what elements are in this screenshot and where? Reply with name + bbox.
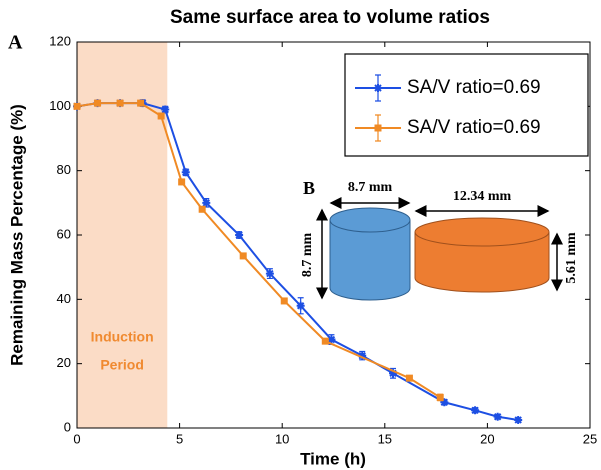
x-tick-label: 20	[480, 431, 494, 446]
y-tick-label: 120	[49, 33, 71, 48]
legend: SA/V ratio=0.69 SA/V ratio=0.69	[355, 74, 541, 142]
marker	[137, 99, 145, 107]
marker	[239, 252, 247, 260]
marker	[73, 102, 81, 110]
series-line	[76, 102, 441, 399]
series	[73, 99, 444, 402]
marker	[202, 198, 211, 207]
y-tick-label: 80	[57, 162, 71, 177]
marker	[514, 415, 523, 424]
x-tick-label: 25	[583, 431, 597, 446]
panel-label: A	[8, 32, 23, 54]
marker	[471, 406, 480, 415]
marker	[181, 168, 190, 177]
marker	[235, 231, 244, 239]
marker	[374, 84, 382, 92]
dimension-label: 12.34 mm	[453, 189, 512, 204]
dimension-label: 8.7 mm	[348, 180, 393, 195]
y-axis-label: Remaining Mass Percentage (%)	[7, 104, 26, 366]
y-tick-label: 100	[49, 98, 71, 113]
marker	[493, 412, 502, 421]
x-tick-label: 10	[275, 431, 289, 446]
x-tick-label: 0	[73, 431, 80, 446]
region-label: Induction	[91, 329, 154, 345]
chart-title: Same surface area to volume ratios	[170, 7, 490, 28]
marker	[265, 269, 274, 278]
marker	[389, 369, 398, 378]
cylinder-top	[329, 207, 411, 233]
marker	[440, 398, 449, 407]
marker	[436, 393, 444, 401]
marker	[374, 124, 382, 132]
cylinder-top	[414, 217, 550, 247]
cylinder-body	[329, 220, 411, 301]
dimension-label: 8.7 mm	[300, 233, 315, 278]
marker	[161, 105, 170, 114]
y-tick-label: 60	[57, 226, 71, 241]
marker	[280, 297, 288, 305]
x-tick-label: 5	[176, 431, 183, 446]
marker	[405, 374, 413, 382]
marker	[296, 301, 305, 310]
legend-box	[344, 53, 589, 157]
marker	[178, 178, 186, 186]
legend-label: SA/V ratio=0.69	[407, 117, 541, 138]
y-tick-label: 20	[57, 355, 71, 370]
legend-label: SA/V ratio=0.69	[407, 77, 541, 98]
cylinder-body	[414, 232, 550, 293]
region-label: Period	[100, 357, 144, 373]
x-axis-label: Time (h)	[300, 449, 366, 468]
inset-label: B	[303, 178, 315, 198]
y-tick-label: 0	[64, 419, 71, 434]
dimension-label: 5.61 mm	[564, 232, 579, 284]
x-tick-label: 15	[378, 431, 392, 446]
marker	[358, 351, 367, 360]
plot-area: Induction Period 0 20 40 60 80 100 120 0 5 10 15 20 25	[49, 33, 597, 446]
inset: B 8.7 mm 8.7 mm 12.34 mm 5.61 mm	[300, 178, 579, 301]
marker	[321, 337, 329, 345]
marker	[94, 99, 102, 107]
y-tick-label: 40	[57, 291, 71, 306]
marker	[327, 335, 336, 344]
marker	[157, 112, 165, 120]
marker	[198, 205, 206, 213]
marker	[116, 99, 124, 107]
